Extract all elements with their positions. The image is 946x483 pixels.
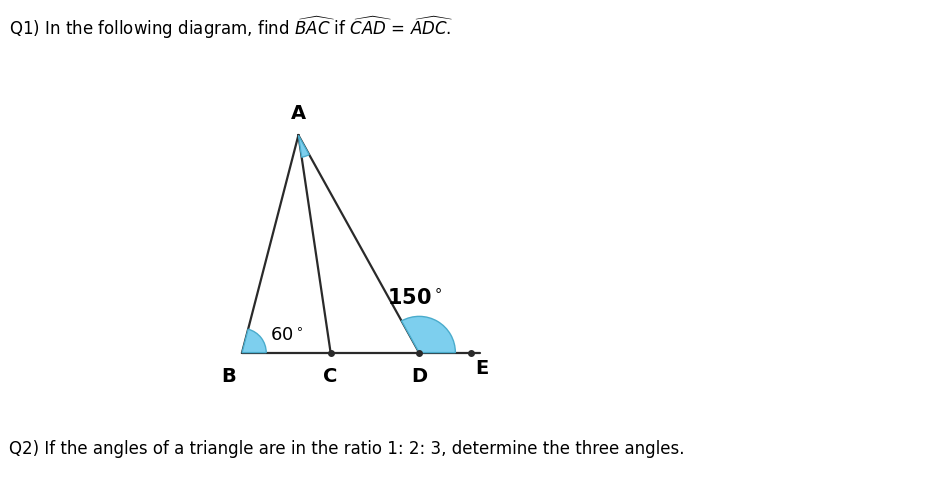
Text: D: D xyxy=(412,367,428,386)
Text: 60$^\circ$: 60$^\circ$ xyxy=(271,327,304,344)
Text: A: A xyxy=(290,104,306,123)
Text: C: C xyxy=(324,367,338,386)
Wedge shape xyxy=(401,316,455,353)
Text: E: E xyxy=(475,358,488,378)
Wedge shape xyxy=(242,329,266,353)
Wedge shape xyxy=(298,135,309,157)
Text: Q1) In the following diagram, find $\widehat{BAC}$ if $\widehat{CAD}$ = $\wideha: Q1) In the following diagram, find $\wid… xyxy=(9,14,453,41)
Text: Q2) If the angles of a triangle are in the ratio 1: 2: 3, determine the three an: Q2) If the angles of a triangle are in t… xyxy=(9,440,685,457)
Text: 150$^\circ$: 150$^\circ$ xyxy=(387,288,443,308)
Text: B: B xyxy=(221,367,236,386)
